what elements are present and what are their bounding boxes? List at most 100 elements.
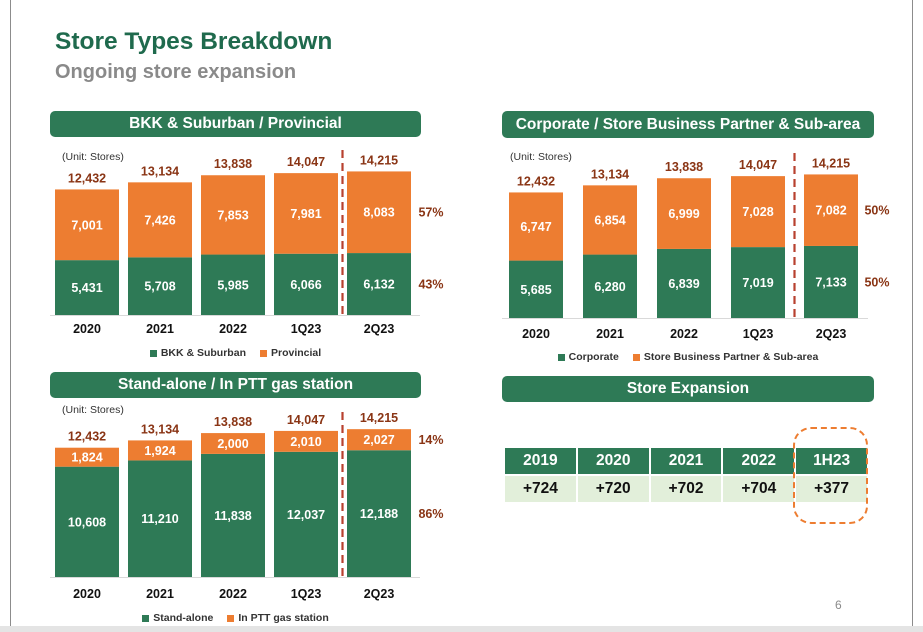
legend-swatch-green (149, 349, 157, 357)
bar-total-label: 12,432 (68, 430, 106, 444)
bar-corporate-2022 (657, 248, 711, 318)
legend-label: Stand-alone (153, 612, 214, 624)
bar-total-label: 14,047 (287, 155, 325, 169)
share-label: 50% (864, 275, 889, 289)
bar-stand-alone-1q23 (274, 451, 338, 577)
share-label: 43% (418, 278, 443, 292)
legend-corporate-sbp: Corporate Store Business Partner & Sub-a… (502, 351, 874, 363)
legend-item-ptt-gas-station: In PTT gas station (227, 612, 329, 624)
x-tick-label: 1Q23 (291, 322, 322, 336)
legend-item-corporate: Corporate (557, 351, 619, 363)
bar-bkk-suburban-2021 (128, 257, 192, 315)
bar-total-label: 12,432 (68, 171, 106, 185)
x-tick-label: 2Q23 (364, 322, 395, 336)
bar-total-label: 13,134 (141, 422, 179, 436)
x-tick-label: 1Q23 (291, 587, 322, 601)
bar-provincial-1q23 (274, 173, 338, 254)
x-tick-label: 2022 (219, 322, 247, 336)
bar-store-business-partner-sub-area-2021 (583, 185, 637, 255)
panel-title-corporate-sbp: Corporate / Store Business Partner & Sub… (502, 111, 874, 138)
bar-total-label: 14,215 (360, 411, 398, 425)
bar-value-label: 7,133 (815, 275, 846, 289)
bar-total-label: 14,047 (287, 413, 325, 427)
unit-note: (Unit: Stores) (62, 404, 124, 416)
bar-bkk-suburban-1q23 (274, 253, 338, 315)
bar-provincial-2021 (128, 182, 192, 258)
table-header-cell: 2022 (723, 448, 795, 474)
bar-value-label: 11,838 (214, 509, 252, 523)
bar-value-label: 5,708 (144, 280, 175, 294)
legend-item-provincial: Provincial (259, 347, 322, 359)
bar-total-label: 14,047 (739, 158, 777, 172)
bar-value-label: 6,747 (520, 220, 551, 234)
legend-item-store-business-partner: Store Business Partner & Sub-area (632, 351, 818, 363)
x-tick-label: 2Q23 (816, 327, 847, 341)
table-header-cell: 1H23 (796, 448, 867, 474)
legend-item-standalone: Stand-alone (142, 612, 213, 624)
bar-bkk-suburban-2q23 (347, 253, 411, 315)
legend-swatch-orange (632, 353, 640, 361)
bar-value-label: 6,132 (363, 278, 394, 292)
x-tick-label: 2022 (670, 327, 698, 341)
legend-bkk-provincial: BKK & Suburban Provincial (50, 347, 421, 359)
bar-value-label: 7,426 (144, 213, 175, 227)
bar-in-ptt-gas-station-2022 (201, 433, 265, 454)
bar-total-label: 14,215 (812, 156, 850, 170)
bar-total-label: 13,134 (591, 167, 629, 181)
legend-standalone-ptt: Stand-alone In PTT gas station (50, 612, 421, 624)
x-tick-label: 2021 (146, 587, 174, 601)
bar-total-label: 12,432 (517, 174, 555, 188)
chart-bkk-provincial: 5,431 7,001 12,432 2020 5,708 7,426 13,134 2021… (50, 150, 444, 336)
bar-value-label: 7,019 (742, 276, 773, 290)
bar-stand-alone-2q23 (347, 450, 411, 577)
panel-title-standalone-ptt: Stand-alone / In PTT gas station (50, 372, 421, 398)
bar-value-label: 2,027 (363, 433, 394, 447)
bar-value-label: 6,066 (290, 278, 321, 292)
slide-frame (10, 0, 913, 626)
bar-stand-alone-2022 (201, 453, 265, 577)
table-value-cell: +720 (577, 476, 649, 502)
bar-value-label: 11,210 (141, 512, 179, 526)
chart-standalone-ptt: 10,608 1,824 12,432 2020 11,210 1,924 13,134 20… (50, 411, 444, 601)
bar-total-label: 13,838 (214, 415, 252, 429)
bar-in-ptt-gas-station-1q23 (274, 430, 338, 452)
slide-title: Store Types Breakdown (55, 28, 333, 55)
unit-note: (Unit: Stores) (510, 151, 572, 163)
share-label: 57% (418, 206, 443, 220)
x-tick-label: 1Q23 (743, 327, 774, 341)
bar-value-label: 2,010 (290, 435, 321, 449)
bar-provincial-2020 (55, 189, 119, 261)
bar-value-label: 1,824 (71, 451, 102, 465)
x-tick-label: 2020 (73, 587, 101, 601)
share-label: 86% (418, 507, 443, 521)
legend-label: BKK & Suburban (160, 347, 246, 359)
slide-subtitle: Ongoing store expansion (55, 61, 297, 83)
table-value-cell: +704 (723, 476, 795, 502)
bar-stand-alone-2020 (55, 466, 119, 577)
bar-provincial-2022 (201, 175, 265, 255)
bar-corporate-1q23 (731, 247, 785, 318)
table-header-cell: 2019 (505, 448, 576, 474)
legend-item-bkk-suburban: BKK & Suburban (149, 347, 246, 359)
table-header-cell: 2020 (577, 448, 649, 474)
bar-in-ptt-gas-station-2021 (128, 440, 192, 461)
legend-swatch-green (142, 614, 150, 622)
x-tick-label: 2Q23 (364, 587, 395, 601)
chart-corporate-sbp: 5,685 6,747 12,432 2020 6,280 6,854 13,134 2021… (502, 153, 890, 341)
legend-label: Corporate (568, 351, 619, 363)
share-label: 50% (864, 204, 889, 218)
legend-swatch-orange (227, 614, 235, 622)
unit-note: (Unit: Stores) (62, 151, 124, 163)
table-value-cell: +724 (505, 476, 576, 502)
bar-value-label: 1,924 (144, 444, 175, 458)
bar-value-label: 5,985 (217, 278, 248, 292)
highlight-box-1h23 (793, 427, 868, 524)
bar-value-label: 7,082 (815, 204, 846, 218)
bar-value-label: 10,608 (68, 515, 106, 529)
bar-store-business-partner-sub-area-2q23 (804, 174, 858, 246)
bar-value-label: 5,685 (520, 283, 551, 297)
x-tick-label: 2021 (596, 327, 624, 341)
bar-stand-alone-2021 (128, 460, 192, 577)
table-value-cell: +702 (650, 476, 722, 502)
legend-label: Provincial (270, 347, 322, 359)
